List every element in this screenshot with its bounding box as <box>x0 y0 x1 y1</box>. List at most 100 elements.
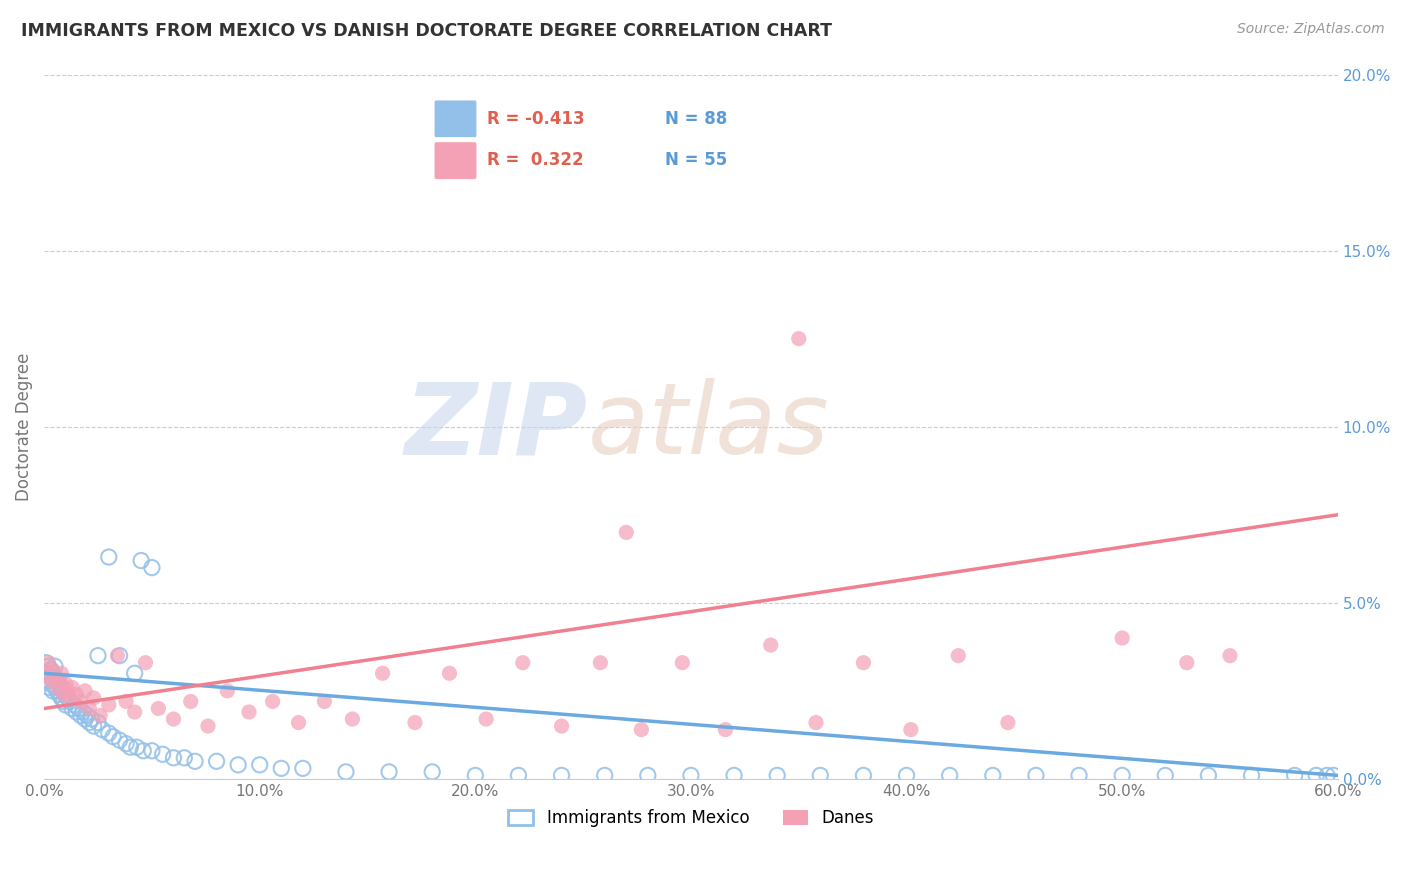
Point <box>180 694 202 708</box>
Point <box>52 694 75 708</box>
Point <box>270 761 292 775</box>
Point <box>238 705 260 719</box>
Point <box>125 740 148 755</box>
Point <box>44 681 66 695</box>
Point <box>59 690 82 705</box>
Point <box>39 670 62 684</box>
Point <box>59 694 82 708</box>
Point <box>55 677 77 691</box>
Point <box>107 648 129 663</box>
Point <box>60 681 83 695</box>
Point <box>804 715 827 730</box>
Point <box>51 690 73 705</box>
Point <box>124 666 146 681</box>
Point <box>141 744 163 758</box>
Point <box>44 670 66 684</box>
Point <box>115 737 138 751</box>
Point <box>44 670 66 684</box>
Point <box>129 553 152 567</box>
Point <box>67 701 90 715</box>
Point <box>42 666 65 681</box>
Point <box>97 549 120 564</box>
Point <box>475 712 498 726</box>
Point <box>439 666 461 681</box>
Point <box>76 708 98 723</box>
Point <box>52 684 75 698</box>
Point <box>124 705 146 719</box>
Point <box>852 768 875 782</box>
Point <box>938 768 960 782</box>
Text: Source: ZipAtlas.com: Source: ZipAtlas.com <box>1237 22 1385 37</box>
Point <box>262 694 284 708</box>
Point <box>87 648 110 663</box>
Point <box>173 751 195 765</box>
Point <box>287 715 309 730</box>
Point <box>97 698 120 712</box>
Point <box>79 701 101 715</box>
Point <box>51 681 73 695</box>
Point <box>896 768 918 782</box>
Point <box>46 681 69 695</box>
Point <box>148 701 170 715</box>
Point <box>420 764 443 779</box>
Point <box>378 764 401 779</box>
Point <box>89 708 111 723</box>
Point <box>37 681 59 695</box>
Point <box>1322 768 1344 782</box>
Point <box>52 687 75 701</box>
Point <box>37 673 59 688</box>
Point <box>152 747 174 762</box>
Point <box>46 673 69 688</box>
Point <box>56 690 79 705</box>
Point <box>63 698 86 712</box>
Text: IMMIGRANTS FROM MEXICO VS DANISH DOCTORATE DEGREE CORRELATION CHART: IMMIGRANTS FROM MEXICO VS DANISH DOCTORA… <box>21 22 832 40</box>
Point <box>1284 768 1306 782</box>
Point <box>35 666 58 681</box>
Point <box>593 768 616 782</box>
Point <box>108 648 131 663</box>
Point <box>1175 656 1198 670</box>
Point <box>1067 768 1090 782</box>
Point <box>141 560 163 574</box>
Point <box>766 768 789 782</box>
Point <box>65 687 87 701</box>
Point <box>1305 768 1327 782</box>
Point <box>981 768 1004 782</box>
Point <box>42 663 65 677</box>
Point <box>48 687 70 701</box>
Point <box>83 690 105 705</box>
Point <box>39 673 62 688</box>
Point <box>80 712 103 726</box>
Point <box>404 715 426 730</box>
Point <box>108 733 131 747</box>
Point <box>948 648 970 663</box>
Point <box>184 754 207 768</box>
Point <box>1316 768 1339 782</box>
Text: ZIP: ZIP <box>405 378 588 475</box>
Point <box>808 768 831 782</box>
Point <box>42 673 65 688</box>
Point <box>550 719 572 733</box>
Point <box>723 768 745 782</box>
Point <box>1197 768 1219 782</box>
Point <box>55 687 77 701</box>
Point <box>37 659 59 673</box>
Point <box>162 751 184 765</box>
Point <box>197 719 219 733</box>
Point <box>249 757 271 772</box>
Point <box>291 761 314 775</box>
Point <box>91 723 114 737</box>
Point <box>589 656 612 670</box>
Point <box>46 684 69 698</box>
Point <box>44 659 66 673</box>
Point <box>671 656 693 670</box>
Point <box>115 694 138 708</box>
Point <box>87 715 110 730</box>
Point <box>35 656 58 670</box>
Point <box>550 768 572 782</box>
Point <box>51 666 73 681</box>
Point <box>205 754 228 768</box>
Point <box>1025 768 1047 782</box>
Point <box>614 525 637 540</box>
Point <box>39 663 62 677</box>
